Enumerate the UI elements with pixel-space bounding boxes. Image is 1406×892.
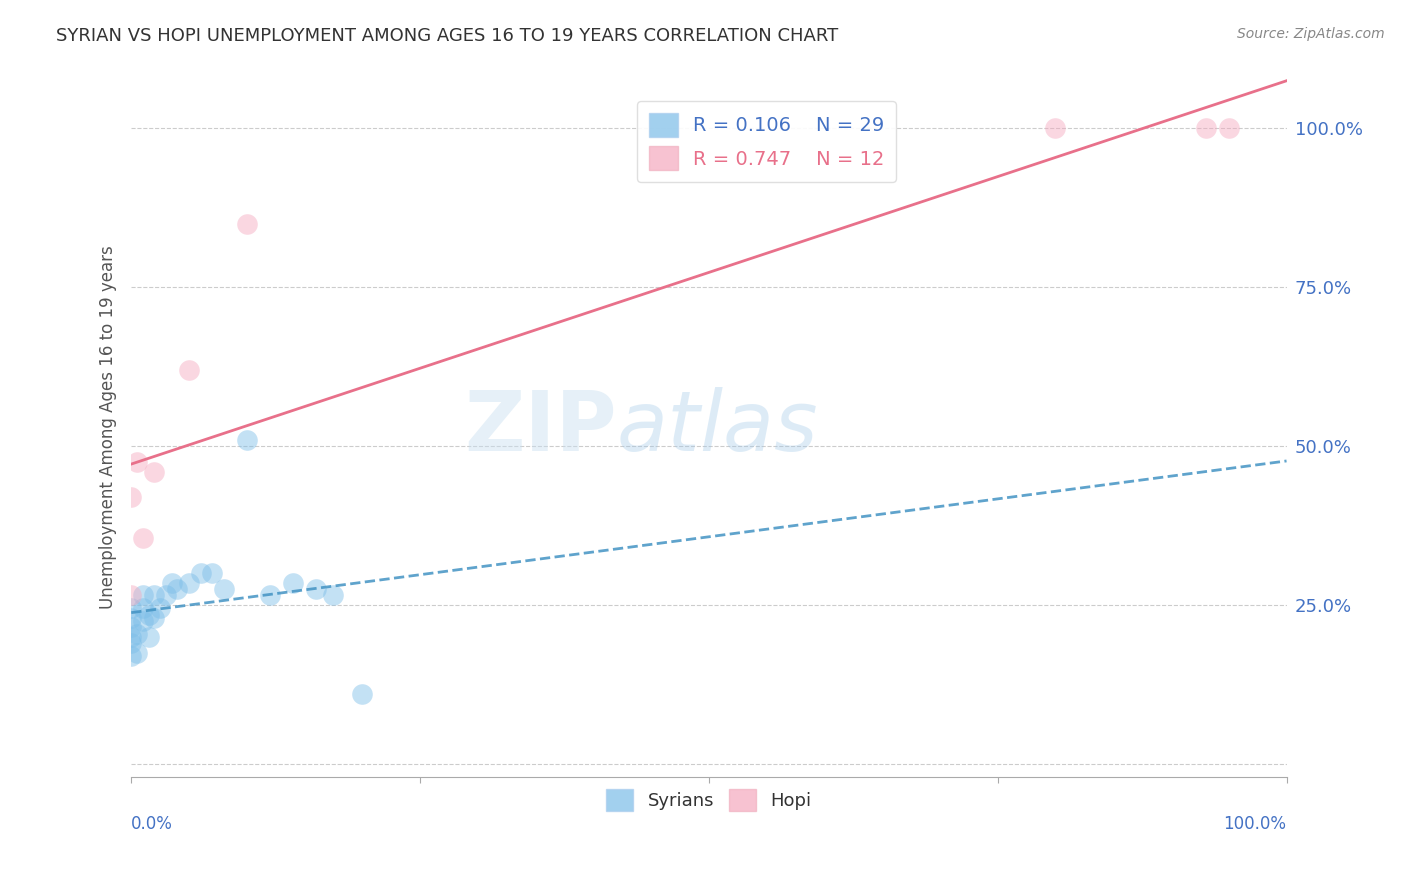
Point xyxy=(138,607,160,622)
Point xyxy=(177,363,200,377)
Point xyxy=(1045,121,1067,136)
Point xyxy=(352,687,374,701)
Point xyxy=(132,589,155,603)
Point xyxy=(160,575,183,590)
Point xyxy=(281,575,304,590)
Point xyxy=(120,620,142,634)
Point xyxy=(132,614,155,628)
Point xyxy=(212,582,235,596)
Text: SYRIAN VS HOPI UNEMPLOYMENT AMONG AGES 16 TO 19 YEARS CORRELATION CHART: SYRIAN VS HOPI UNEMPLOYMENT AMONG AGES 1… xyxy=(56,27,838,45)
Y-axis label: Unemployment Among Ages 16 to 19 years: Unemployment Among Ages 16 to 19 years xyxy=(100,245,117,609)
Point xyxy=(125,646,148,660)
Point xyxy=(125,455,148,469)
Point xyxy=(149,601,172,615)
Point xyxy=(143,465,166,479)
Text: atlas: atlas xyxy=(616,386,818,467)
Point xyxy=(190,566,212,581)
Text: ZIP: ZIP xyxy=(464,386,616,467)
Legend: Syrians, Hopi: Syrians, Hopi xyxy=(599,781,818,818)
Point xyxy=(236,433,259,447)
Point xyxy=(125,626,148,640)
Point xyxy=(177,575,200,590)
Point xyxy=(1195,121,1218,136)
Point xyxy=(120,648,142,663)
Point xyxy=(120,630,142,644)
Point xyxy=(120,636,142,650)
Point xyxy=(120,611,142,625)
Point xyxy=(132,601,155,615)
Point xyxy=(143,611,166,625)
Point xyxy=(305,582,328,596)
Point xyxy=(138,630,160,644)
Point xyxy=(132,531,155,545)
Text: 0.0%: 0.0% xyxy=(131,815,173,833)
Text: 100.0%: 100.0% xyxy=(1223,815,1286,833)
Point xyxy=(166,582,188,596)
Point xyxy=(120,589,142,603)
Point xyxy=(120,490,142,504)
Point xyxy=(120,601,142,615)
Point xyxy=(1218,121,1240,136)
Point xyxy=(322,589,344,603)
Point xyxy=(236,217,259,231)
Text: Source: ZipAtlas.com: Source: ZipAtlas.com xyxy=(1237,27,1385,41)
Point xyxy=(155,589,177,603)
Point xyxy=(201,566,224,581)
Point xyxy=(259,589,281,603)
Point xyxy=(143,589,166,603)
